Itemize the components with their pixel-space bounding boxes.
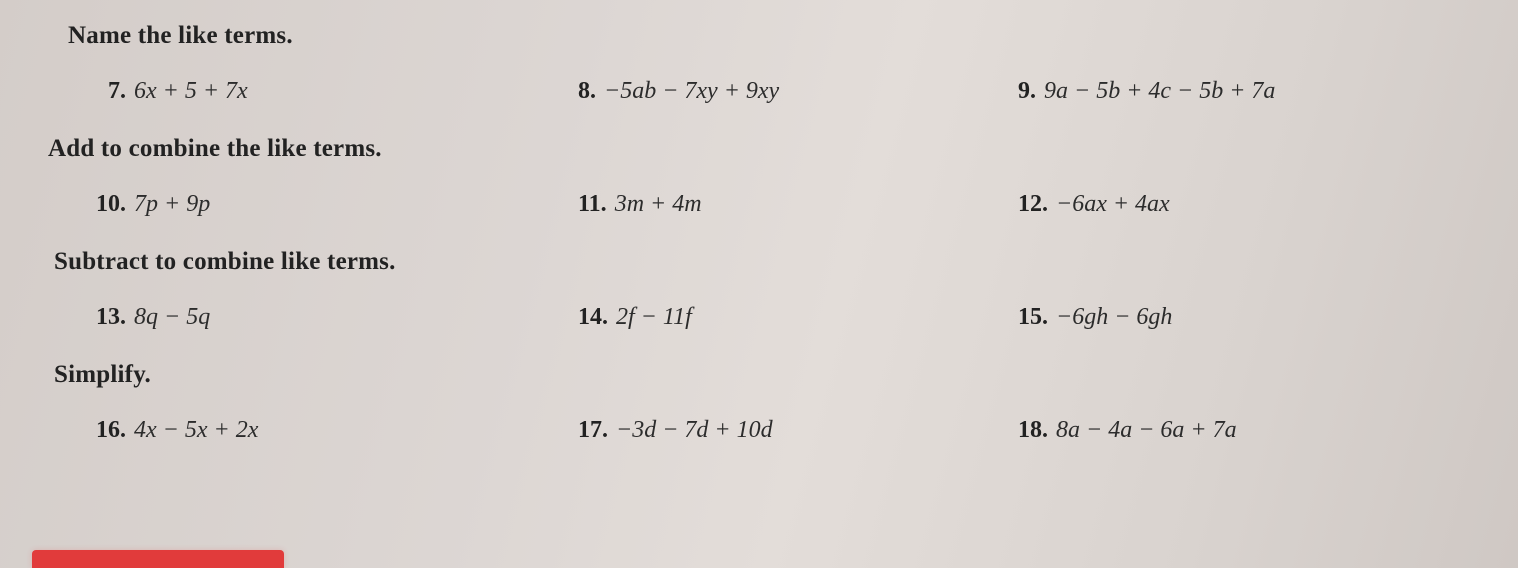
problem-10: 10. 7p + 9p: [96, 191, 578, 218]
problem-7: 7. 6x + 5 + 7x: [108, 78, 578, 105]
problem-expression: −5ab − 7xy + 9xy: [604, 78, 779, 105]
problem-18: 18. 8a − 4a − 6a + 7a: [1018, 417, 1237, 444]
problem-11: 11. 3m + 4m: [578, 191, 1018, 218]
problem-8: 8. −5ab − 7xy + 9xy: [578, 78, 1018, 105]
section-heading-add-combine: Add to combine the like terms.: [48, 135, 1518, 163]
problem-expression: 2f − 11f: [616, 304, 692, 331]
problem-row: 16. 4x − 5x + 2x 17. −3d − 7d + 10d 18. …: [0, 417, 1518, 444]
problem-number: 14.: [578, 304, 608, 331]
problem-expression: −6gh − 6gh: [1056, 304, 1172, 331]
section-heading-simplify: Simplify.: [54, 361, 1518, 389]
problem-expression: 6x + 5 + 7x: [134, 78, 248, 105]
red-tab-decoration: [32, 550, 284, 568]
problem-14: 14. 2f − 11f: [578, 304, 1018, 331]
problem-expression: 9a − 5b + 4c − 5b + 7a: [1044, 78, 1275, 105]
problem-15: 15. −6gh − 6gh: [1018, 304, 1172, 331]
problem-row: 10. 7p + 9p 11. 3m + 4m 12. −6ax + 4ax: [0, 191, 1518, 218]
section-heading-subtract-combine: Subtract to combine like terms.: [54, 248, 1518, 276]
problem-row: 7. 6x + 5 + 7x 8. −5ab − 7xy + 9xy 9. 9a…: [0, 78, 1518, 105]
problem-17: 17. −3d − 7d + 10d: [578, 417, 1018, 444]
problem-expression: 7p + 9p: [134, 191, 210, 218]
problem-row: 13. 8q − 5q 14. 2f − 11f 15. −6gh − 6gh: [0, 304, 1518, 331]
problem-12: 12. −6ax + 4ax: [1018, 191, 1170, 218]
problem-number: 16.: [96, 417, 126, 444]
problem-expression: 4x − 5x + 2x: [134, 417, 258, 444]
problem-number: 15.: [1018, 304, 1048, 331]
problem-expression: 8a − 4a − 6a + 7a: [1056, 417, 1237, 444]
problem-number: 9.: [1018, 78, 1036, 105]
problem-number: 8.: [578, 78, 596, 105]
problem-number: 10.: [96, 191, 126, 218]
problem-number: 7.: [108, 78, 126, 105]
worksheet-page: Name the like terms. 7. 6x + 5 + 7x 8. −…: [0, 0, 1518, 444]
problem-expression: 3m + 4m: [615, 191, 702, 218]
problem-13: 13. 8q − 5q: [96, 304, 578, 331]
problem-number: 11.: [578, 191, 607, 218]
problem-expression: −6ax + 4ax: [1056, 191, 1170, 218]
problem-number: 17.: [578, 417, 608, 444]
problem-expression: 8q − 5q: [134, 304, 210, 331]
problem-number: 13.: [96, 304, 126, 331]
problem-expression: −3d − 7d + 10d: [616, 417, 773, 444]
problem-number: 18.: [1018, 417, 1048, 444]
problem-9: 9. 9a − 5b + 4c − 5b + 7a: [1018, 78, 1275, 105]
problem-number: 12.: [1018, 191, 1048, 218]
problem-16: 16. 4x − 5x + 2x: [96, 417, 578, 444]
section-heading-name-like-terms: Name the like terms.: [68, 22, 1518, 50]
